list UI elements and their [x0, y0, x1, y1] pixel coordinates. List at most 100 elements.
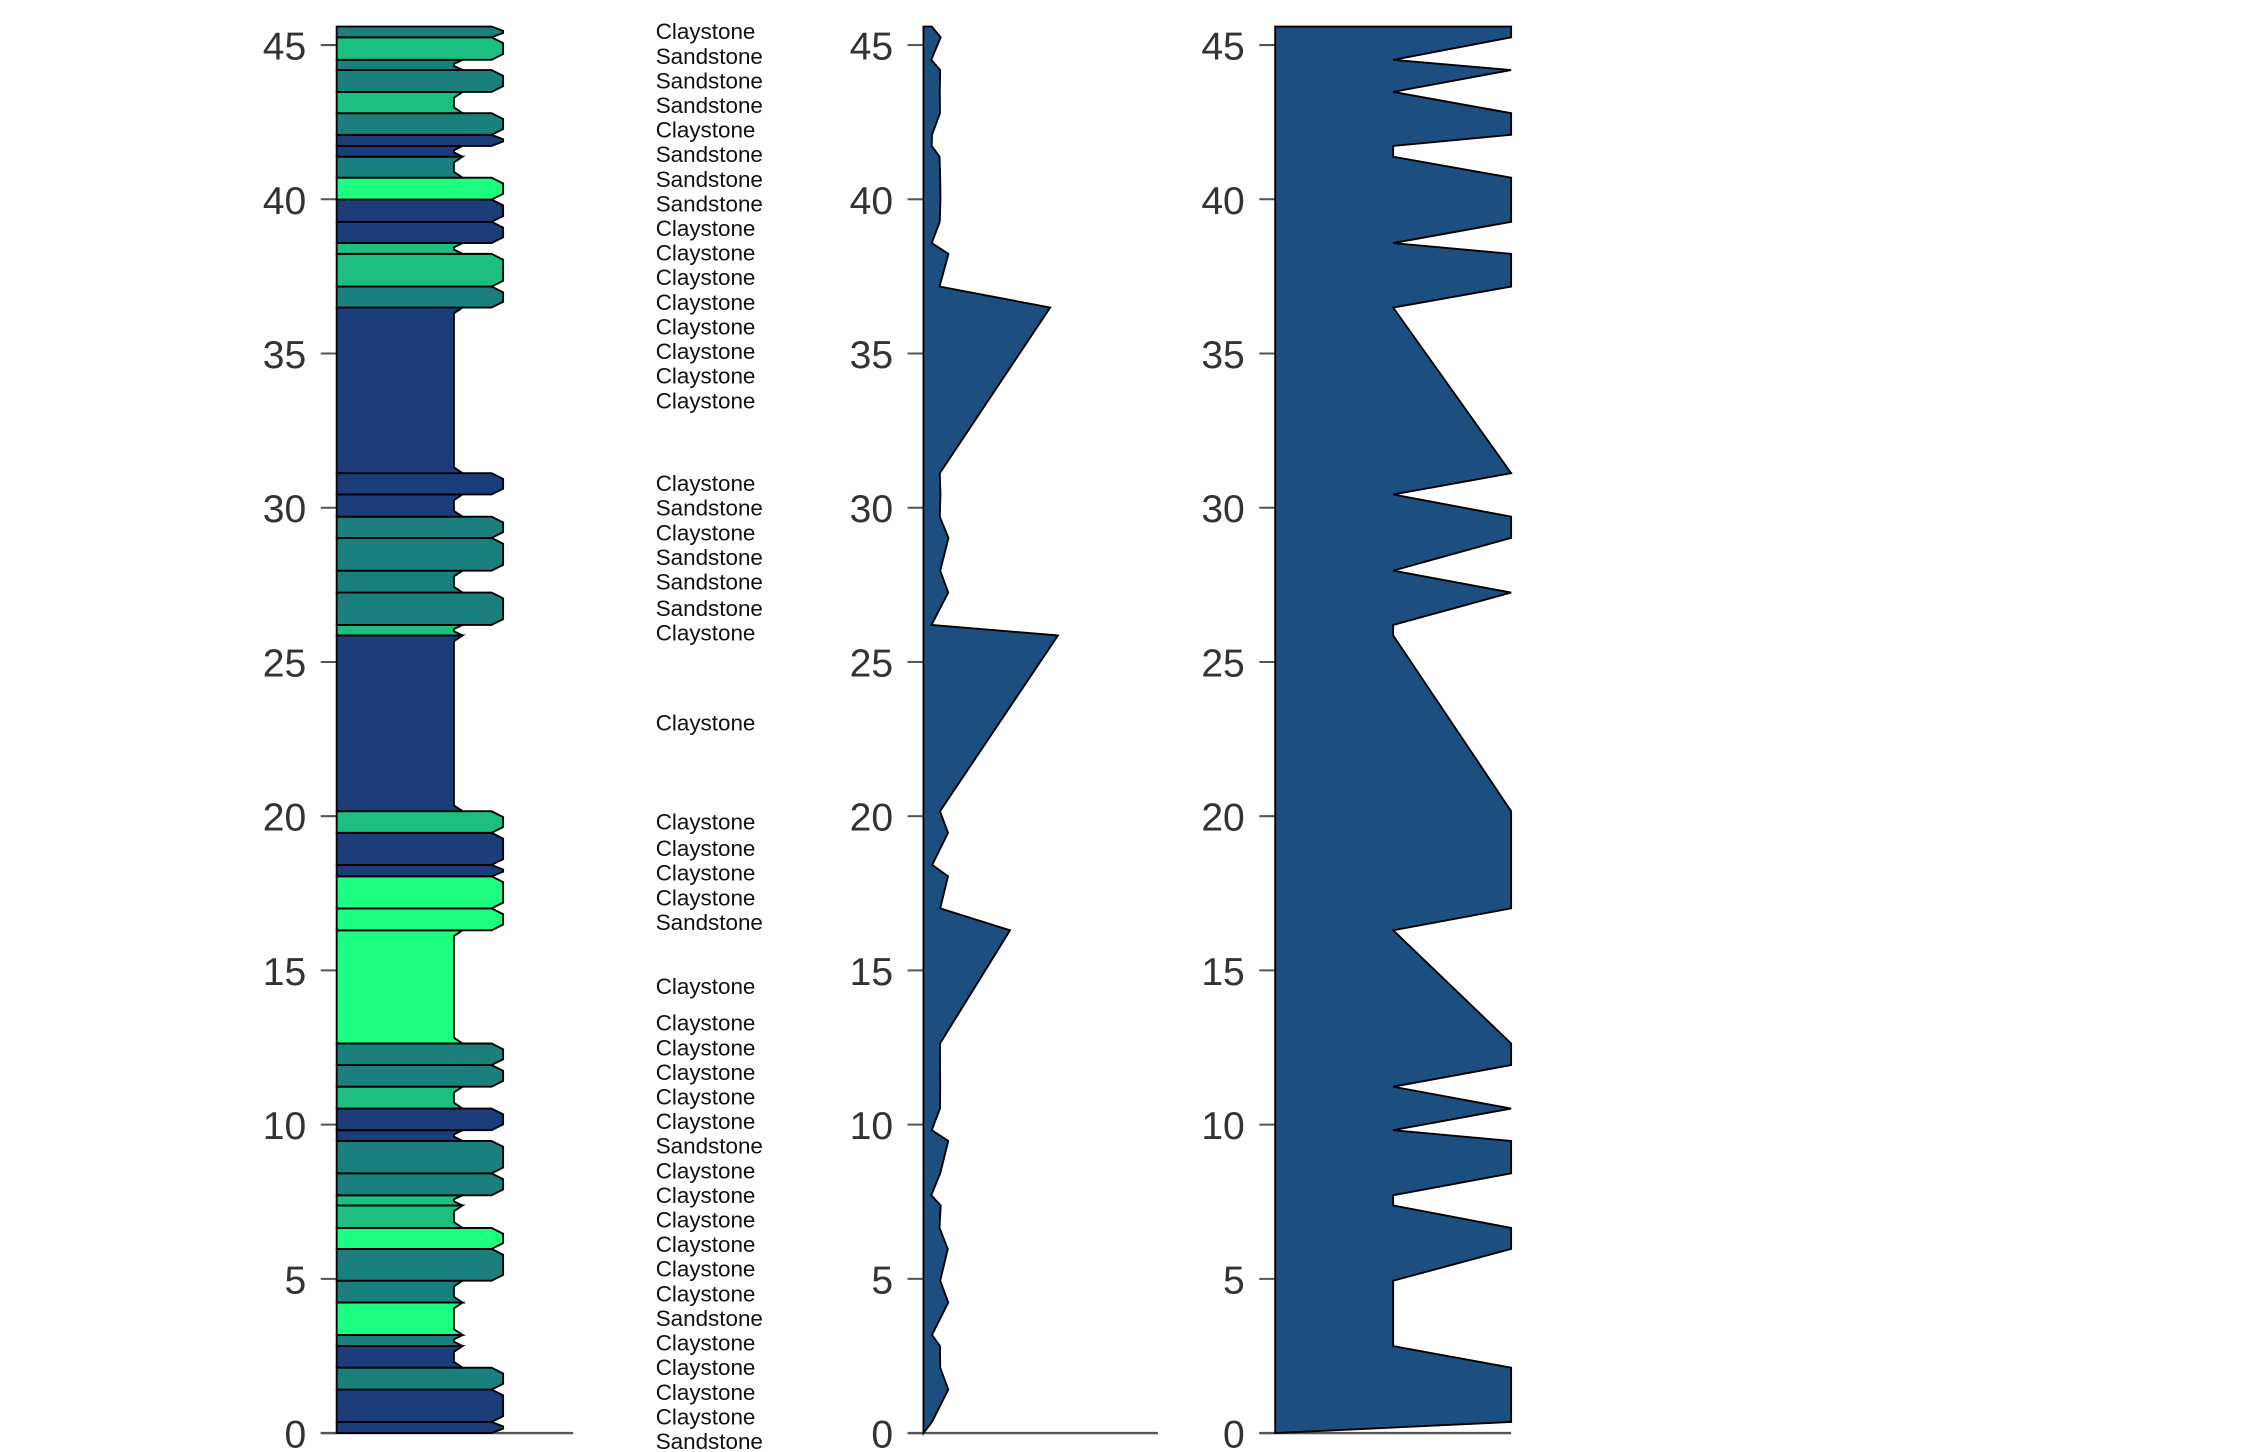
lithology-label: Claystone [656, 1011, 756, 1036]
bed-24 [335, 810, 505, 834]
lithology-label: Claystone [656, 974, 756, 999]
bed-14 [335, 1129, 464, 1142]
y-tick-label: 45 [1201, 26, 1244, 69]
bed-9 [335, 1227, 505, 1250]
lithology-label: Claystone [656, 1257, 756, 1282]
bed-15 [335, 1107, 505, 1132]
y-tick-label: 10 [1201, 1105, 1244, 1148]
lithology-label: Claystone [656, 1355, 756, 1380]
bed-37 [335, 220, 505, 245]
lithology-label: Sandstone [656, 68, 763, 93]
y-tick-label: 25 [1201, 642, 1244, 685]
lithology-label: Claystone [656, 388, 756, 413]
bed-22 [335, 863, 505, 878]
bed-31 [335, 493, 466, 518]
bed-21 [335, 875, 505, 910]
lithology-label: Sandstone [656, 167, 763, 192]
bed-5 [335, 1334, 464, 1348]
bed-46 [335, 58, 463, 71]
bed-48 [335, 25, 505, 39]
bed-30 [335, 515, 505, 539]
y-tick-label: 35 [850, 334, 893, 377]
bed-25 [335, 634, 466, 813]
lithology-label: Claystone [656, 1035, 756, 1060]
grain-area [1274, 25, 1513, 1435]
bed-13 [335, 1140, 505, 1175]
y-tick-label: 35 [1201, 334, 1244, 377]
y-tick-label: 25 [850, 642, 893, 685]
bed-8 [335, 1247, 505, 1282]
y-tick-label: 30 [850, 488, 893, 531]
lithology-label: Claystone [656, 364, 756, 389]
bed-47 [335, 36, 505, 61]
bed-36 [335, 242, 464, 255]
lithology-label: Claystone [656, 265, 756, 290]
y-tick-label: 15 [263, 951, 306, 994]
y-tick-label: 0 [285, 1414, 307, 1452]
y-tick-label: 5 [1223, 1259, 1245, 1302]
lithology-label: Sandstone [656, 1429, 763, 1452]
lithology-label: Claystone [656, 1183, 756, 1208]
bed-6 [335, 1301, 466, 1336]
y-tick-label: 20 [1201, 797, 1244, 840]
lithology-label: Claystone [656, 1281, 756, 1306]
y-tick-label: 40 [263, 180, 306, 223]
lithology-label: Sandstone [656, 44, 763, 69]
bed-44 [335, 90, 466, 115]
bed-45 [335, 69, 505, 93]
bed-7 [335, 1279, 466, 1304]
lithology-label: Claystone [656, 339, 756, 364]
y-tick-label: 40 [850, 180, 893, 223]
bed-33 [335, 306, 466, 475]
grain-profile-panel: 0 5 10 15 20 25 30 35 40 45 [1201, 25, 1513, 1452]
lithology-label: Claystone [656, 1232, 756, 1257]
y-tick-label: 45 [263, 26, 306, 69]
bed-12 [335, 1172, 505, 1197]
lithology-label: Claystone [656, 1158, 756, 1183]
y-tick-label: 10 [850, 1105, 893, 1148]
y-tick-label: 30 [1201, 488, 1244, 531]
bed-38 [335, 198, 505, 223]
bed-43 [335, 112, 505, 136]
lithology-label: Claystone [656, 1109, 756, 1134]
lithology-label: Claystone [656, 118, 756, 143]
lithology-label: Claystone [656, 1404, 756, 1429]
lithology-label: Claystone [656, 241, 756, 266]
lithology-label: Claystone [656, 1331, 756, 1356]
lithology-label: Claystone [656, 885, 756, 910]
lithology-labels: ClaystoneSandstoneSandstoneSandstoneClay… [656, 19, 763, 1452]
lithology-label: Claystone [656, 861, 756, 886]
y-tick-label: 30 [263, 488, 306, 531]
bed-3 [335, 1366, 505, 1391]
bed-18 [335, 1042, 505, 1067]
lithology-label: Claystone [656, 19, 756, 44]
bed-4 [335, 1345, 466, 1369]
lithology-label: Claystone [656, 314, 756, 339]
lithology-label: Sandstone [656, 1306, 763, 1331]
lithology-label: Claystone [656, 520, 756, 545]
lithology-label: Claystone [656, 216, 756, 241]
lithology-label: Sandstone [656, 910, 763, 935]
bed-40 [335, 155, 466, 179]
bed-19 [335, 929, 466, 1045]
bed-11 [335, 1194, 463, 1207]
thickness-profile-panel: 0 5 10 15 20 25 30 35 40 45 [850, 26, 1158, 1452]
lithology-label: Claystone [656, 621, 756, 646]
bed-20 [335, 907, 505, 932]
lithology-label: Sandstone [656, 142, 763, 167]
lithology-label: Claystone [656, 1085, 756, 1110]
y-tick-label: 35 [263, 334, 306, 377]
lithology-label: Sandstone [656, 545, 763, 570]
bed-10 [335, 1204, 466, 1229]
lithology-label: Claystone [656, 1060, 756, 1085]
y-tick-label: 10 [263, 1105, 306, 1148]
y-tick-label: 20 [850, 797, 893, 840]
bed-23 [335, 831, 505, 866]
bed-17 [335, 1064, 505, 1088]
y-tick-label: 45 [850, 26, 893, 69]
lithology-column-panel: 0 5 10 15 20 25 30 35 40 45 [263, 25, 574, 1452]
y-tick-label: 25 [263, 642, 306, 685]
bed-27 [335, 591, 505, 626]
lithology-label: Sandstone [656, 596, 763, 621]
